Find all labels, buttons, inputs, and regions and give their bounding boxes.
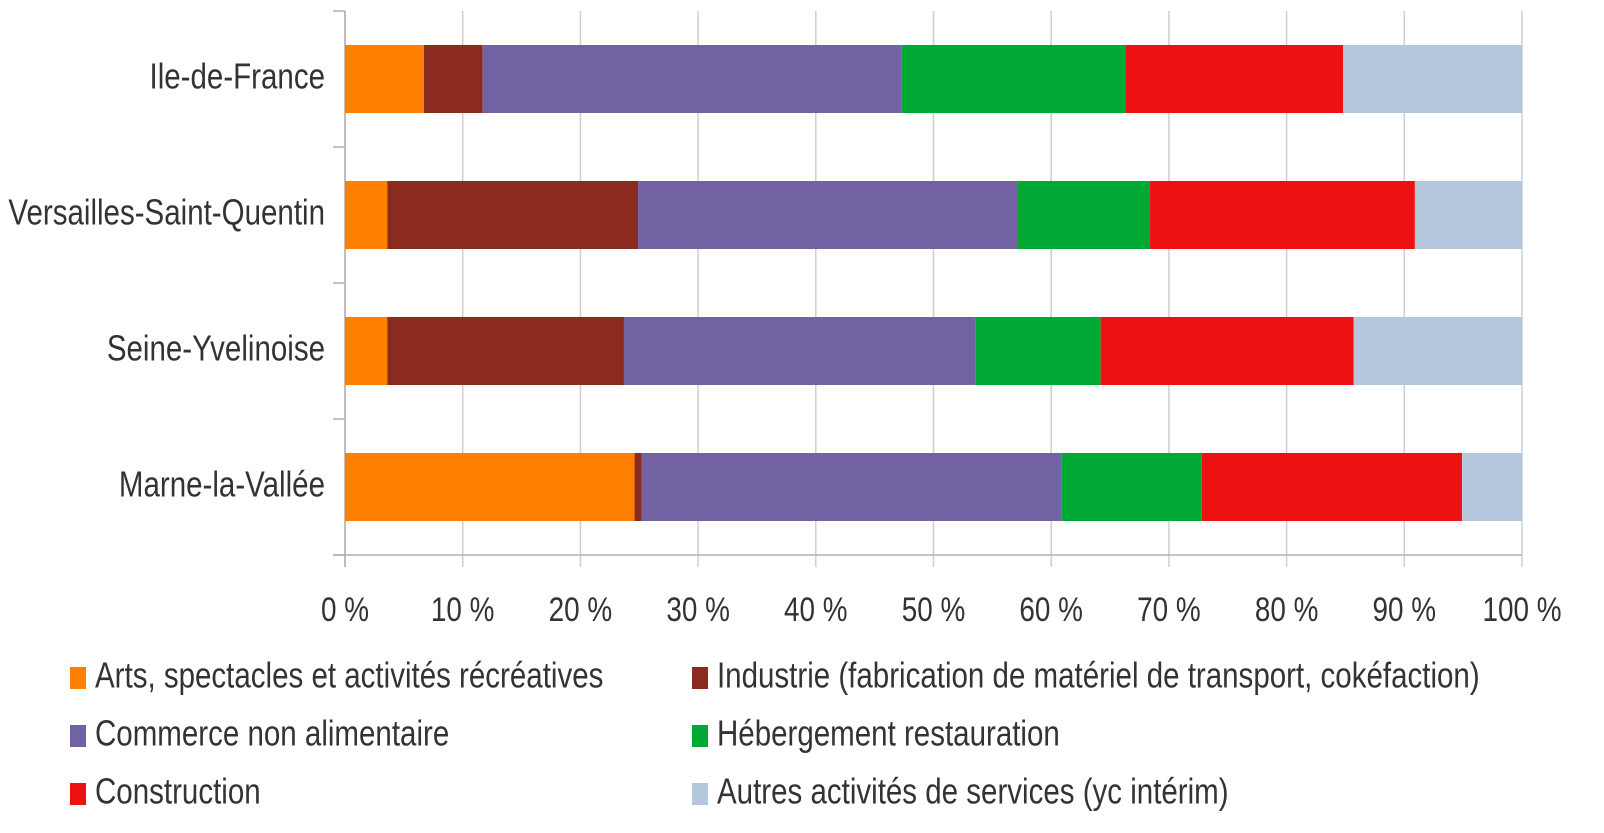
legend-marker (692, 783, 708, 805)
bar-segment (1461, 453, 1522, 521)
bar-segment (1353, 317, 1522, 385)
bar-segment (345, 453, 635, 521)
x-tick-label: 100 % (1482, 590, 1561, 628)
x-tick-label: 20 % (549, 590, 613, 628)
x-tick-label: 10 % (431, 590, 495, 628)
y-tick-label: Seine-Yvelinoise (107, 328, 325, 368)
y-tick-label: Versailles-Saint-Quentin (8, 192, 325, 232)
bar-segment (641, 453, 1062, 521)
bar-segment (975, 317, 1101, 385)
x-tick-label: 80 % (1255, 590, 1319, 628)
bar-segment (1414, 181, 1522, 249)
legend-marker (692, 667, 708, 689)
x-tick-label: 70 % (1137, 590, 1201, 628)
bar-segment (901, 45, 1126, 113)
bar-segment (1017, 181, 1151, 249)
legend-label: Commerce non alimentaire (95, 713, 449, 753)
legend-label: Arts, spectacles et activités récréative… (95, 655, 603, 695)
legend-label: Hébergement restauration (717, 713, 1060, 753)
bar-segment (634, 453, 642, 521)
bar-segment (1061, 453, 1202, 521)
bar-segment (1100, 317, 1354, 385)
bar-segment (1201, 453, 1462, 521)
legend-label: Autres activités de services (yc intérim… (717, 771, 1229, 811)
legend-marker (70, 783, 86, 805)
x-tick-label: 0 % (321, 590, 369, 628)
x-tick-label: 50 % (902, 590, 966, 628)
y-tick-label: Marne-la-Vallée (119, 464, 325, 504)
bar-segment (623, 317, 976, 385)
bar-segment (345, 317, 388, 385)
legend-marker (70, 667, 86, 689)
bar-segment (482, 45, 902, 113)
y-tick-label: Ile-de-France (150, 56, 325, 96)
bar-segment (1125, 45, 1344, 113)
bar-segment (1343, 45, 1522, 113)
bar-segment (387, 317, 624, 385)
legend-marker (70, 725, 86, 747)
x-tick-label: 30 % (666, 590, 730, 628)
bar-segment (345, 45, 424, 113)
x-tick-label: 90 % (1373, 590, 1437, 628)
bar-segment (638, 181, 1018, 249)
legend-marker (692, 725, 708, 747)
bar-segment (345, 181, 388, 249)
x-tick-label: 60 % (1019, 590, 1083, 628)
bar-segment (1150, 181, 1415, 249)
bar-segment (387, 181, 639, 249)
bar-segment (423, 45, 483, 113)
x-tick-label: 40 % (784, 590, 848, 628)
legend-label: Construction (95, 771, 261, 811)
legend-label: Industrie (fabrication de matériel de tr… (717, 655, 1480, 695)
